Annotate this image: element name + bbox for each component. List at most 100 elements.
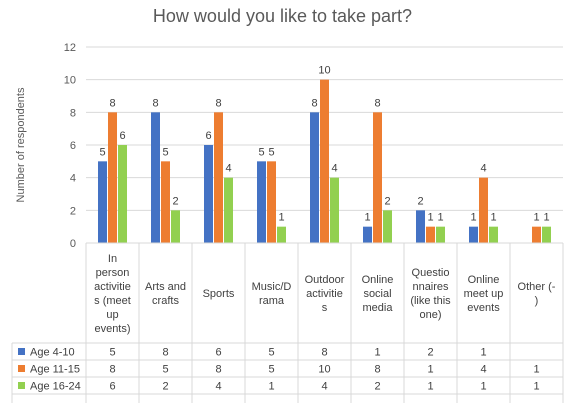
table-cell: 1 (427, 364, 433, 376)
bar (363, 226, 372, 243)
table-cell: 8 (109, 364, 115, 376)
legend-swatch (18, 348, 25, 355)
table-cell: 1 (533, 381, 539, 393)
category-label: meet up (464, 288, 504, 300)
category-label: one) (419, 309, 441, 321)
bar (469, 226, 478, 243)
bar (214, 112, 223, 243)
category-label: s (322, 302, 328, 314)
bar (224, 177, 233, 243)
table-cell: 1 (480, 381, 486, 393)
table-cell: 2 (427, 347, 433, 359)
category-label: Arts and (145, 281, 186, 293)
table-cell: 10 (318, 364, 330, 376)
category-label: Online (468, 274, 500, 286)
y-tick-label: 10 (64, 75, 76, 87)
table-cell: 5 (162, 364, 168, 376)
category-label: activitie (94, 281, 131, 293)
legend-swatch (18, 382, 25, 389)
category-label: nnaires (412, 281, 449, 293)
table-cell: 4 (321, 381, 327, 393)
bar (171, 210, 180, 243)
table-cell: 2 (162, 381, 168, 393)
table-cell: 5 (268, 347, 274, 359)
category-label: Questio (412, 267, 450, 279)
category-label: events) (94, 323, 130, 335)
bar (532, 226, 541, 243)
bar (277, 226, 286, 243)
category-label: person (96, 267, 130, 279)
bar (373, 112, 382, 243)
bar (426, 226, 435, 243)
data-label: 5 (258, 146, 264, 158)
bar (489, 226, 498, 243)
legend-label: Age 16-24 (30, 381, 81, 393)
category-label: crafts (152, 295, 179, 307)
data-label: 2 (417, 195, 423, 207)
y-tick-label: 6 (70, 140, 76, 152)
bar (161, 161, 170, 243)
table-cell: 8 (321, 347, 327, 359)
legend-swatch (18, 365, 25, 372)
bar (108, 112, 117, 243)
table-cell: 1 (533, 364, 539, 376)
data-label: 4 (331, 163, 337, 175)
table-cell: 5 (268, 364, 274, 376)
data-label: 1 (470, 212, 476, 224)
bar (330, 177, 339, 243)
data-label: 8 (152, 97, 158, 109)
data-label: 6 (119, 130, 125, 142)
y-tick-label: 0 (70, 238, 76, 250)
category-label: s (meet (94, 295, 131, 307)
table-cell: 8 (162, 347, 168, 359)
data-label: 1 (490, 212, 496, 224)
data-label: 1 (278, 212, 284, 224)
category-label: social (363, 288, 391, 300)
data-label: 4 (480, 163, 486, 175)
table-cell: 1 (427, 381, 433, 393)
data-label: 8 (374, 97, 380, 109)
table-cell: 1 (374, 347, 380, 359)
bar (204, 145, 213, 243)
bar (257, 161, 266, 243)
category-label: ) (535, 295, 539, 307)
data-label: 8 (311, 97, 317, 109)
table-cell: 2 (374, 381, 380, 393)
data-label: 8 (215, 97, 221, 109)
table-cell: 1 (480, 347, 486, 359)
category-label: Outdoor (305, 274, 345, 286)
y-tick-label: 2 (70, 205, 76, 217)
data-label: 2 (384, 195, 390, 207)
category-label: In (108, 253, 117, 265)
data-label: 1 (427, 212, 433, 224)
data-label: 6 (205, 130, 211, 142)
table-cell: 6 (109, 381, 115, 393)
bar (310, 112, 319, 243)
bar (98, 161, 107, 243)
table-cell: 4 (480, 364, 486, 376)
data-label: 10 (318, 65, 330, 77)
data-label: 5 (268, 146, 274, 158)
data-label: 1 (437, 212, 443, 224)
bar (118, 145, 127, 243)
bar (320, 79, 329, 244)
category-label: up (106, 309, 118, 321)
category-label: media (363, 302, 394, 314)
bar (267, 161, 276, 243)
category-label: events (467, 302, 500, 314)
data-label: 2 (172, 195, 178, 207)
table-cell: 1 (268, 381, 274, 393)
bar (383, 210, 392, 243)
category-label: Sports (203, 288, 235, 300)
table-cell: 8 (374, 364, 380, 376)
bar (436, 226, 445, 243)
table-cell: 8 (215, 364, 221, 376)
table-cell: 6 (215, 347, 221, 359)
y-tick-label: 4 (70, 173, 76, 185)
data-label: 5 (162, 146, 168, 158)
data-label: 8 (109, 97, 115, 109)
category-label: Online (362, 274, 394, 286)
table-cell: 5 (109, 347, 115, 359)
data-label: 1 (364, 212, 370, 224)
y-tick-label: 8 (70, 107, 76, 119)
